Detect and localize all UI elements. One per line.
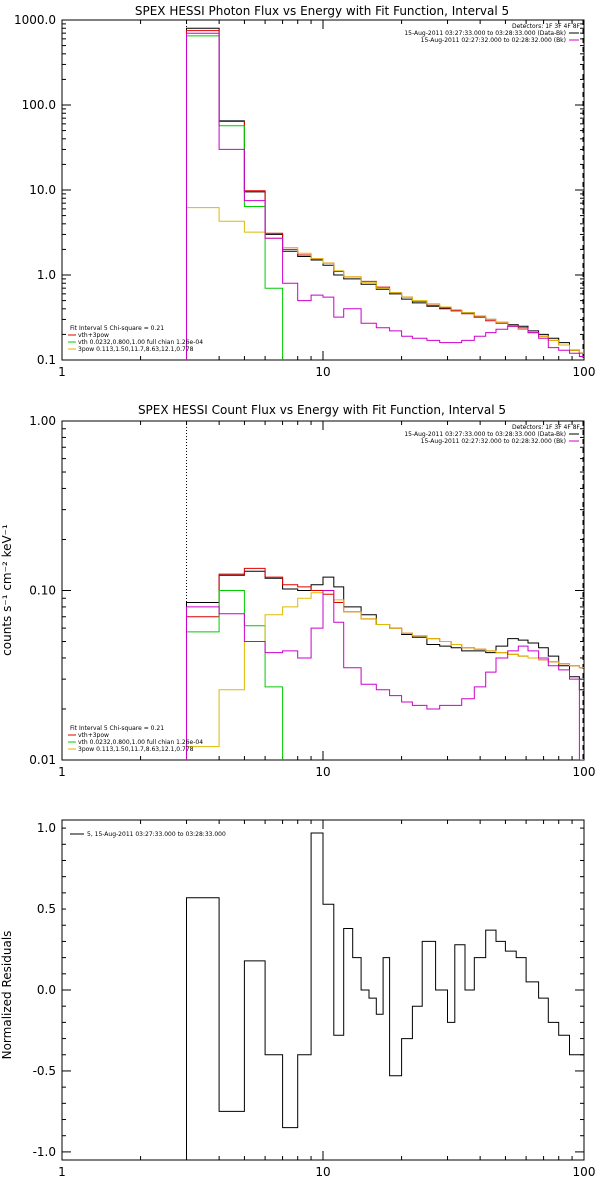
x-tick-label: 1 [58,1165,66,1179]
x-tick-label: 100 [573,765,596,779]
residuals-panel: Normalized Residuals 1 10 100 -1.0 -0.5 0.0 0.… [0,819,596,1179]
photon-flux-panel: SPEX HESSI Photon Flux vs Energy with Fi… [14,4,596,379]
legend-fit-header: Fit Interval 5 Chi-square = 0.21 [70,725,164,732]
series-line [186,27,584,360]
legend-fit-label: 3pow 0.113,1.50,11.7,8.63,12.1,0.778 [78,746,194,753]
legend-fit-label: vth+3pow [78,332,109,339]
legend-entry-label: 15-Aug-2011 02:27:32.000 to 02:28:32.000… [421,37,566,44]
series-layer [186,567,584,760]
y-tick-label: 0.5 [37,902,56,916]
series-line [186,832,584,1160]
series-line [186,570,584,760]
count-flux-title: SPEX HESSI Count Flux vs Energy with Fit… [138,403,506,417]
series-line [186,207,584,360]
series-line [186,567,584,760]
series-line [186,30,584,360]
legend-fit-label: 3pow 0.113,1.50,11.7,8.63,12.1,0.778 [78,346,194,353]
legend-fit-label: vth 0.0232,0.800,1.00 full chian 1.26e-0… [78,739,203,746]
series-line [186,35,284,360]
x-tick-label: 1 [58,765,66,779]
legend-entry-label: 15-Aug-2011 03:27:33.000 to 03:28:33.000… [404,30,566,37]
y-tick-label: 0.0 [37,983,56,997]
residuals-ylabel: Normalized Residuals [0,931,14,1060]
y-tick-label: 10.0 [29,183,56,197]
y-tick-label: 1.00 [29,414,56,428]
plot-frame [61,19,585,361]
legend-fit-label: vth+3pow [78,732,109,739]
y-tick-label: 0.1 [37,353,56,367]
count-flux-ylabel: counts s⁻¹ cm⁻² keV⁻¹ [0,524,14,656]
y-tick-label: 1.0 [37,268,56,282]
x-tick-label: 10 [315,1165,330,1179]
x-tick-label: 10 [315,765,330,779]
series-line [186,590,284,760]
y-tick-label: 100.0 [22,98,56,112]
legend-fit-header: Fit Interval 5 Chi-square = 0.21 [70,325,164,332]
legend-entry-label: 15-Aug-2011 02:27:32.000 to 02:28:32.000… [421,438,566,445]
legend-fit-label: vth 0.0232,0.800,1.00 full chian 1.26e-0… [78,339,203,346]
series-layer [186,832,584,1160]
legend-entry-label: 5, 15-Aug-2011 03:27:33.000 to 03:28:33.… [87,831,226,838]
series-line [186,590,584,760]
series-line [186,590,584,760]
x-tick-label: 1 [58,365,66,379]
series-line [186,32,584,360]
y-tick-label: -0.5 [33,1064,56,1078]
count-flux-panel: SPEX HESSI Count Flux vs Energy with Fit… [0,403,596,779]
x-tick-label: 100 [573,365,596,379]
y-tick-label: 0.10 [29,584,56,598]
y-tick-label: -1.0 [33,1145,56,1159]
legend-header: Detectors: 1F 3F 4F 8F [512,23,581,30]
y-tick-label: 1.0 [37,821,56,835]
y-tick-label: 0.01 [29,753,56,767]
x-tick-label: 100 [573,1165,596,1179]
y-tick-label: 1000.0 [14,13,56,27]
series-layer [186,27,584,360]
legend-header: Detectors: 1F 3F 4F 8F [512,424,581,431]
photon-flux-title: SPEX HESSI Photon Flux vs Energy with Fi… [135,4,509,18]
legend-entry-label: 15-Aug-2011 03:27:33.000 to 03:28:33.000… [404,431,566,438]
x-tick-label: 10 [315,365,330,379]
